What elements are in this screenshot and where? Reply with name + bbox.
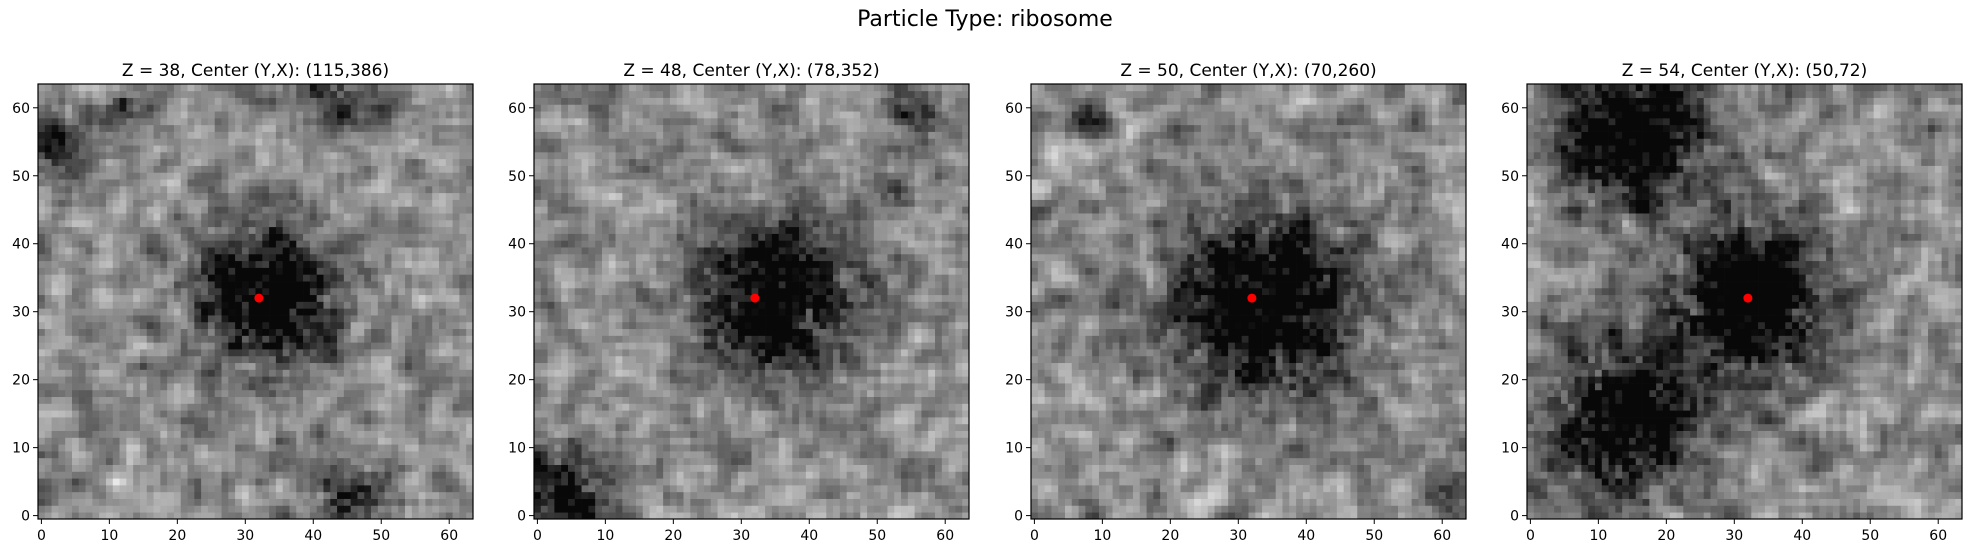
x-tick-label: 20 — [1161, 528, 1179, 544]
y-tick-label: 30 — [12, 305, 30, 321]
y-tick-label: 30 — [508, 305, 526, 321]
x-tick-label: 40 — [304, 528, 322, 544]
micrograph-image — [1527, 84, 1963, 520]
axes-frame — [37, 83, 474, 520]
x-tick-label: 20 — [664, 528, 682, 544]
x-tick-label: 0 — [1526, 528, 1535, 544]
x-tick-label: 30 — [1229, 528, 1247, 544]
x-tick-label: 10 — [1093, 528, 1111, 544]
panel-4: Z = 54, Center (Y,X): (50,72) 0 10 20 30 40 50… — [1501, 61, 1963, 544]
x-tick-label: 30 — [236, 528, 254, 544]
x-tick-label: 60 — [936, 528, 954, 544]
x-tick-label: 50 — [868, 528, 886, 544]
y-tick-label: 0 — [517, 509, 526, 525]
panel-title: Z = 54, Center (Y,X): (50,72) — [1622, 61, 1868, 81]
x-tick-label: 30 — [732, 528, 750, 544]
y-tick-label: 40 — [12, 237, 30, 253]
x-tick-label: 20 — [168, 528, 186, 544]
y-tick-label: 0 — [1510, 509, 1519, 525]
panel-title: Z = 38, Center (Y,X): (115,386) — [122, 61, 389, 81]
x-tick-label: 10 — [596, 528, 614, 544]
y-tick-label: 50 — [12, 169, 30, 185]
x-tick-label: 40 — [1793, 528, 1811, 544]
panel-1: Z = 38, Center (Y,X): (115,386) 0 10 20 30 40… — [12, 61, 474, 544]
y-tick-label: 60 — [508, 101, 526, 117]
y-tick-label: 10 — [508, 441, 526, 457]
micrograph-image — [1031, 84, 1467, 520]
y-tick-label: 20 — [508, 373, 526, 389]
y-tick-label: 60 — [1005, 101, 1023, 117]
panel-title: Z = 48, Center (Y,X): (78,352) — [623, 61, 879, 81]
y-tick-label: 40 — [1005, 237, 1023, 253]
particle-center-marker — [750, 293, 760, 303]
y-tick-label: 50 — [1005, 169, 1023, 185]
particle-center-marker — [1247, 293, 1257, 303]
x-tick-label: 30 — [1725, 528, 1743, 544]
y-tick-label: 0 — [21, 509, 30, 525]
panel-title: Z = 50, Center (Y,X): (70,260) — [1120, 61, 1376, 81]
y-tick-label: 10 — [1005, 441, 1023, 457]
x-tick-label: 10 — [100, 528, 118, 544]
axes-frame — [533, 83, 970, 520]
x-tick-label: 40 — [1297, 528, 1315, 544]
micrograph-image — [534, 84, 970, 520]
y-tick-label: 40 — [1501, 237, 1519, 253]
figure-suptitle: Particle Type: ribosome — [857, 7, 1113, 32]
x-tick-label: 60 — [1433, 528, 1451, 544]
y-tick-label: 30 — [1501, 305, 1519, 321]
axes-frame — [1030, 83, 1467, 520]
y-tick-label: 60 — [12, 101, 30, 117]
panels: Z = 38, Center (Y,X): (115,386) 0 10 20 30 40… — [12, 61, 1963, 544]
y-tick-label: 20 — [1005, 373, 1023, 389]
particle-center-marker — [254, 293, 264, 303]
y-tick-label: 50 — [508, 169, 526, 185]
y-tick-label: 10 — [12, 441, 30, 457]
y-tick-label: 10 — [1501, 441, 1519, 457]
x-tick-label: 50 — [1365, 528, 1383, 544]
x-tick-label: 60 — [1929, 528, 1947, 544]
y-tick-label: 20 — [1501, 373, 1519, 389]
panel-2: Z = 48, Center (Y,X): (78,352) 0 10 20 30 40 5… — [508, 61, 970, 544]
x-tick-label: 10 — [1589, 528, 1607, 544]
y-tick-label: 20 — [12, 373, 30, 389]
y-tick-label: 40 — [508, 237, 526, 253]
x-tick-label: 0 — [533, 528, 542, 544]
y-tick-label: 50 — [1501, 169, 1519, 185]
micrograph-image — [38, 84, 474, 520]
y-tick-label: 30 — [1005, 305, 1023, 321]
x-tick-label: 60 — [440, 528, 458, 544]
x-tick-label: 0 — [37, 528, 46, 544]
y-tick-label: 60 — [1501, 101, 1519, 117]
panel-3: Z = 50, Center (Y,X): (70,260) 0 10 20 30 40 5… — [1005, 61, 1467, 544]
y-tick-label: 0 — [1014, 509, 1023, 525]
x-tick-label: 50 — [1861, 528, 1879, 544]
x-tick-label: 50 — [372, 528, 390, 544]
x-tick-label: 20 — [1657, 528, 1675, 544]
axes-frame — [1526, 83, 1963, 520]
particle-center-marker — [1743, 293, 1753, 303]
x-tick-label: 40 — [800, 528, 818, 544]
x-tick-label: 0 — [1030, 528, 1039, 544]
